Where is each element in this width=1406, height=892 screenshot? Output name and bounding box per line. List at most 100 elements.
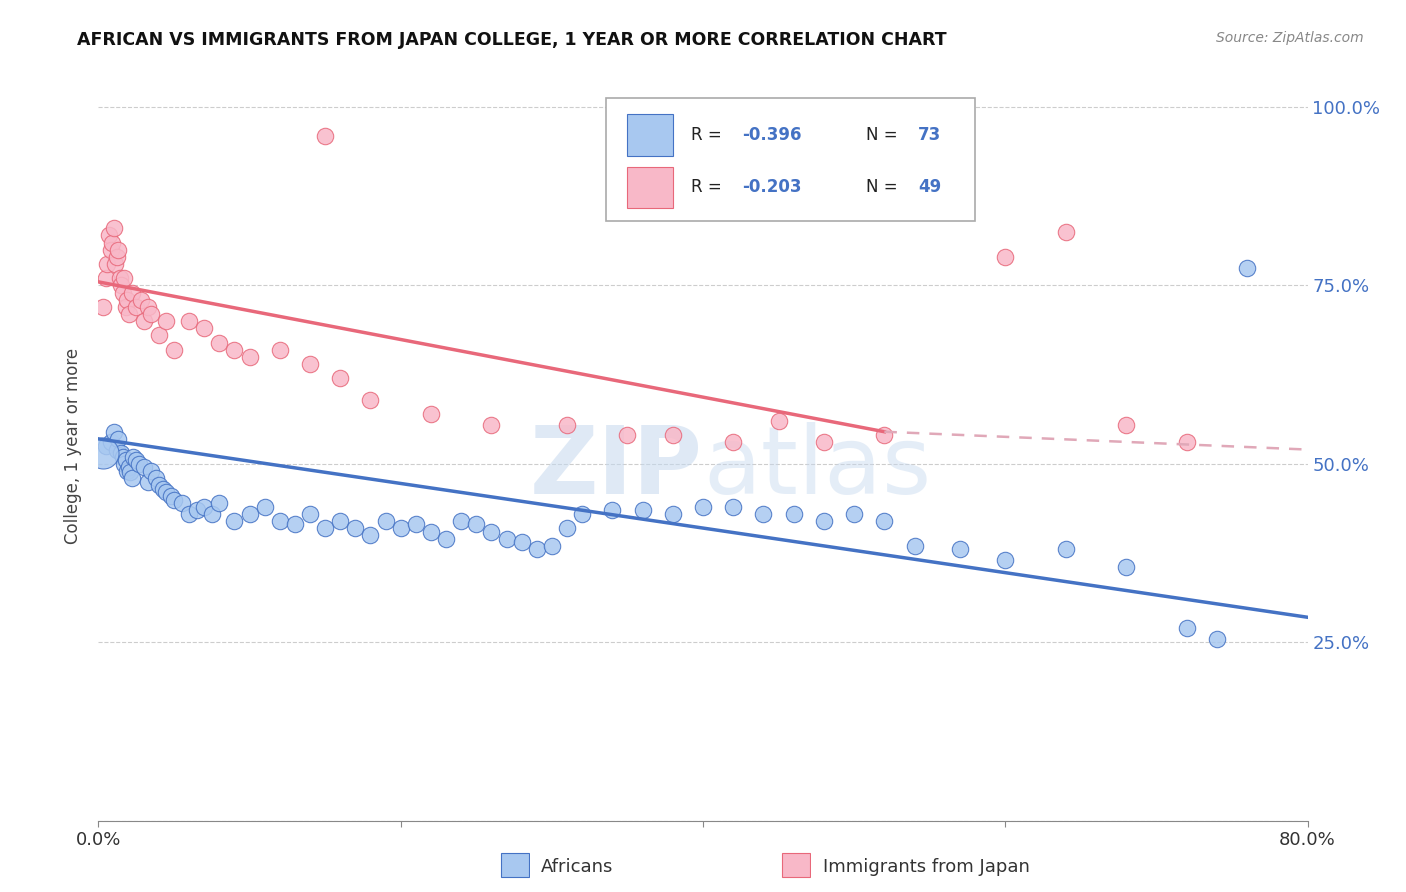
Point	[114, 453, 136, 467]
Point	[163, 343, 186, 357]
Text: R =: R =	[690, 178, 727, 196]
Point	[120, 466, 142, 480]
Point	[112, 271, 135, 285]
Point	[949, 542, 972, 557]
Text: N =: N =	[866, 126, 903, 144]
Point	[1206, 632, 1229, 646]
Point	[813, 435, 835, 450]
Point	[450, 514, 472, 528]
Point	[141, 464, 163, 478]
Text: -0.203: -0.203	[742, 178, 801, 196]
Point	[768, 414, 790, 428]
Point	[129, 293, 152, 307]
Point	[904, 539, 927, 553]
Point	[107, 432, 129, 446]
Point	[111, 450, 134, 464]
Point	[752, 507, 775, 521]
Text: AFRICAN VS IMMIGRANTS FROM JAPAN COLLEGE, 1 YEAR OR MORE CORRELATION CHART: AFRICAN VS IMMIGRANTS FROM JAPAN COLLEGE…	[77, 31, 948, 49]
Point	[420, 407, 443, 421]
Text: 73: 73	[918, 126, 942, 144]
Point	[540, 539, 562, 553]
Point	[224, 343, 246, 357]
Point	[208, 335, 231, 350]
Point	[571, 507, 593, 521]
Text: Source: ZipAtlas.com: Source: ZipAtlas.com	[1216, 31, 1364, 45]
Point	[299, 357, 322, 371]
Point	[148, 328, 170, 343]
Point	[115, 464, 138, 478]
Point	[269, 343, 291, 357]
Point	[201, 507, 224, 521]
Point	[616, 428, 638, 442]
Point	[125, 300, 148, 314]
Point	[844, 507, 866, 521]
Point	[239, 350, 262, 364]
Point	[299, 507, 322, 521]
Text: R =: R =	[690, 126, 727, 144]
Point	[145, 471, 167, 485]
Point	[112, 457, 135, 471]
Point	[783, 507, 806, 521]
Point	[132, 314, 155, 328]
Point	[110, 278, 132, 293]
Point	[481, 417, 503, 432]
Bar	[627, 167, 673, 208]
Text: 49: 49	[918, 178, 942, 196]
Point	[389, 521, 412, 535]
Point	[128, 457, 150, 471]
Text: ZIP: ZIP	[530, 423, 703, 515]
Point	[360, 528, 382, 542]
Point	[114, 300, 136, 314]
Point	[510, 535, 533, 549]
Point	[314, 128, 336, 143]
Point	[360, 392, 382, 407]
Point	[873, 428, 896, 442]
Text: Immigrants from Japan: Immigrants from Japan	[823, 858, 1029, 876]
Point	[239, 507, 262, 521]
Point	[118, 460, 141, 475]
Point	[873, 514, 896, 528]
Point	[602, 503, 624, 517]
Point	[100, 435, 122, 450]
Point	[186, 503, 208, 517]
Point	[121, 285, 143, 300]
Text: Africans: Africans	[541, 858, 613, 876]
Point	[132, 460, 155, 475]
Point	[1054, 225, 1077, 239]
Point	[481, 524, 503, 539]
Point	[118, 307, 141, 321]
Point	[555, 521, 578, 535]
Point	[152, 482, 174, 496]
Point	[94, 439, 117, 453]
Point	[136, 475, 159, 489]
Point	[103, 221, 125, 235]
Point	[661, 507, 683, 521]
Point	[107, 243, 129, 257]
Point	[284, 517, 307, 532]
Point	[179, 314, 201, 328]
Point	[91, 300, 114, 314]
Point	[104, 257, 127, 271]
Point	[813, 514, 835, 528]
Point	[155, 485, 177, 500]
Point	[121, 471, 143, 485]
Y-axis label: College, 1 year or more: College, 1 year or more	[65, 348, 83, 544]
Point	[103, 425, 125, 439]
Point	[136, 300, 159, 314]
Point	[1175, 435, 1198, 450]
Point	[994, 250, 1017, 264]
Point	[170, 496, 193, 510]
Point	[420, 524, 443, 539]
Point	[141, 307, 163, 321]
Point	[160, 489, 183, 503]
Point	[108, 271, 131, 285]
Point	[98, 228, 121, 243]
Point	[314, 521, 336, 535]
Text: -0.396: -0.396	[742, 126, 801, 144]
Point	[661, 428, 683, 442]
Point	[465, 517, 488, 532]
Point	[208, 496, 231, 510]
Point	[692, 500, 714, 514]
Point	[1236, 260, 1258, 275]
Point	[125, 453, 148, 467]
